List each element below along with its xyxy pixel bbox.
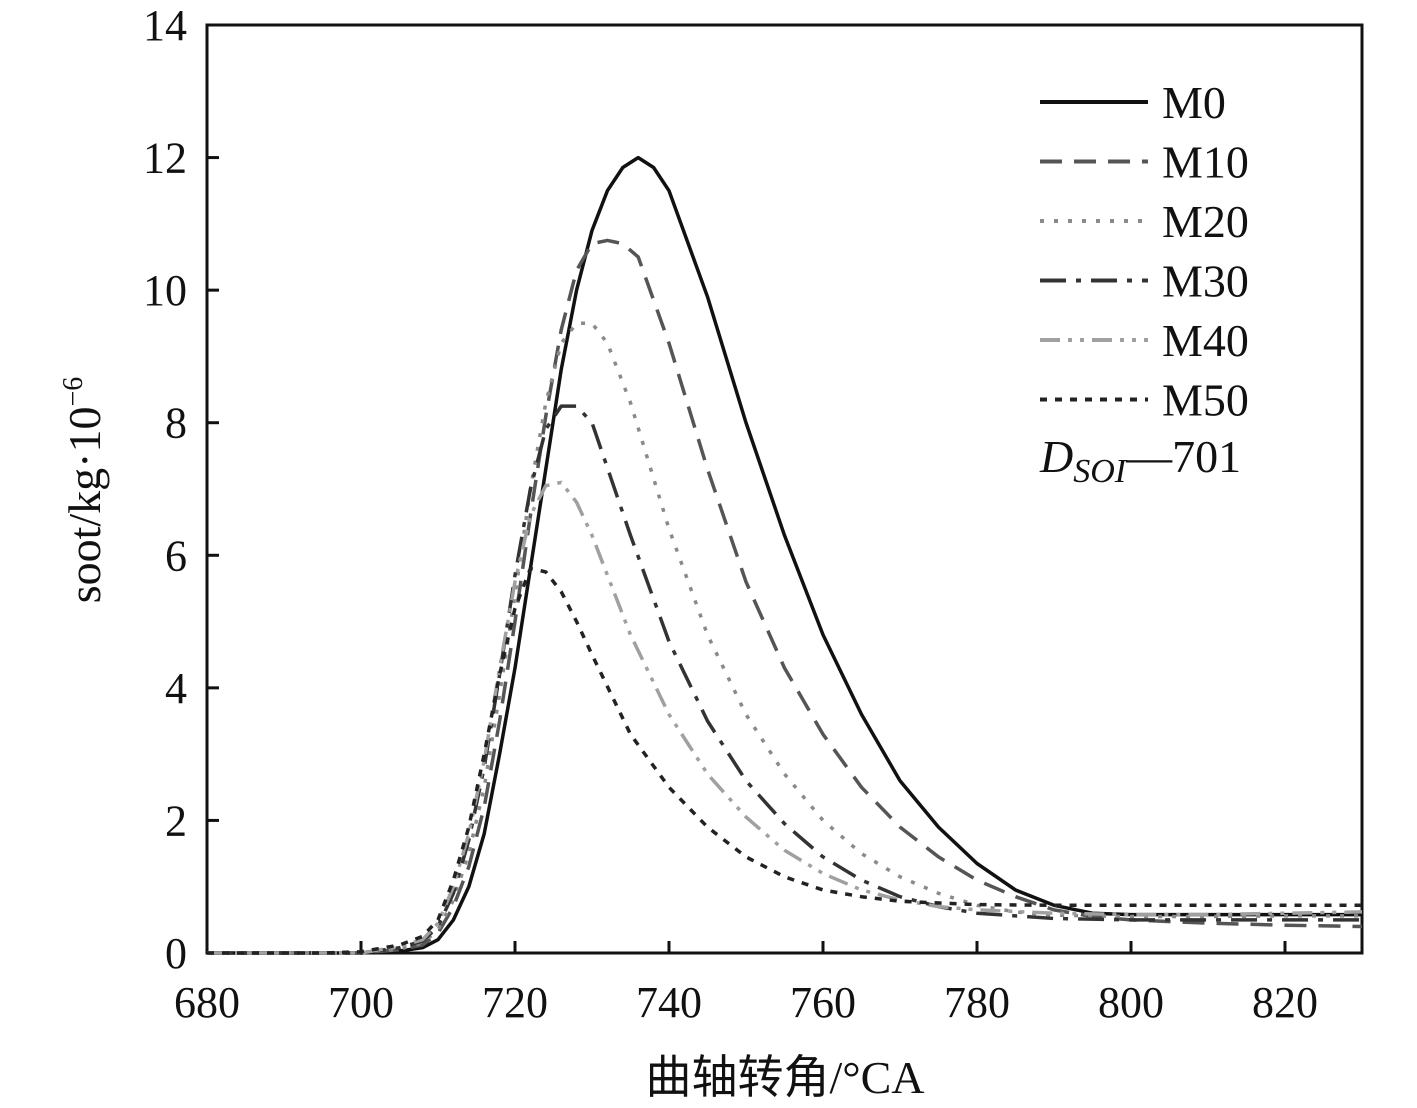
y-tick-label: 14	[143, 1, 187, 50]
legend-label-m0: M0	[1162, 77, 1226, 128]
legend-label-m50: M50	[1162, 375, 1249, 426]
legend-label-m30: M30	[1162, 256, 1249, 307]
x-tick-label: 720	[482, 978, 548, 1027]
x-tick-label: 700	[328, 978, 394, 1027]
dsoi-symbol: D	[1039, 431, 1073, 482]
x-axis: 680 700 720 740 760 780 800 820	[174, 941, 1318, 1027]
legend-label-m40: M40	[1162, 315, 1249, 366]
series-layer	[207, 155, 1363, 955]
y-tick-label: 12	[143, 134, 187, 183]
x-axis-title: 曲轴转角/°CA	[645, 1052, 924, 1103]
y-axis-title-base: soot/kg·10	[59, 407, 110, 604]
x-tick-label: 740	[636, 978, 702, 1027]
x-tick-label: 820	[1252, 978, 1318, 1027]
series-line-m50	[207, 566, 1362, 955]
x-tick-label: 800	[1098, 978, 1164, 1027]
legend-label-m10: M10	[1162, 137, 1249, 188]
x-tick-label: 680	[174, 978, 240, 1027]
y-tick-label: 0	[165, 929, 187, 978]
series-line-m10	[207, 238, 1363, 955]
plot-border	[205, 23, 1364, 955]
legend-label-m20: M20	[1162, 196, 1249, 247]
plot-frame	[205, 23, 1364, 955]
series-line-m40	[207, 480, 1363, 955]
y-axis-title: soot/kg·10−6	[58, 377, 110, 604]
series-line-m30	[207, 404, 1362, 955]
dsoi-annotation: DSOI—701	[1039, 431, 1241, 490]
y-axis: 0 2 4 6 8 10 12 14	[143, 1, 219, 978]
y-axis-title-exponent: −6	[58, 377, 89, 407]
y-axis-title-group: soot/kg·10−6	[58, 377, 110, 604]
dsoi-subscript: SOI	[1073, 453, 1128, 490]
y-tick-label: 8	[165, 399, 187, 448]
y-tick-label: 2	[165, 796, 187, 845]
x-tick-label: 780	[944, 978, 1010, 1027]
y-tick-label: 4	[165, 664, 187, 713]
y-tick-label: 10	[143, 266, 187, 315]
legend: M0 M10 M20 M30 M40 M50	[1040, 77, 1249, 426]
y-tick-label: 6	[165, 531, 187, 580]
dsoi-value: —701	[1125, 431, 1241, 482]
x-tick-label: 760	[790, 978, 856, 1027]
series-line-m0	[207, 155, 1362, 955]
